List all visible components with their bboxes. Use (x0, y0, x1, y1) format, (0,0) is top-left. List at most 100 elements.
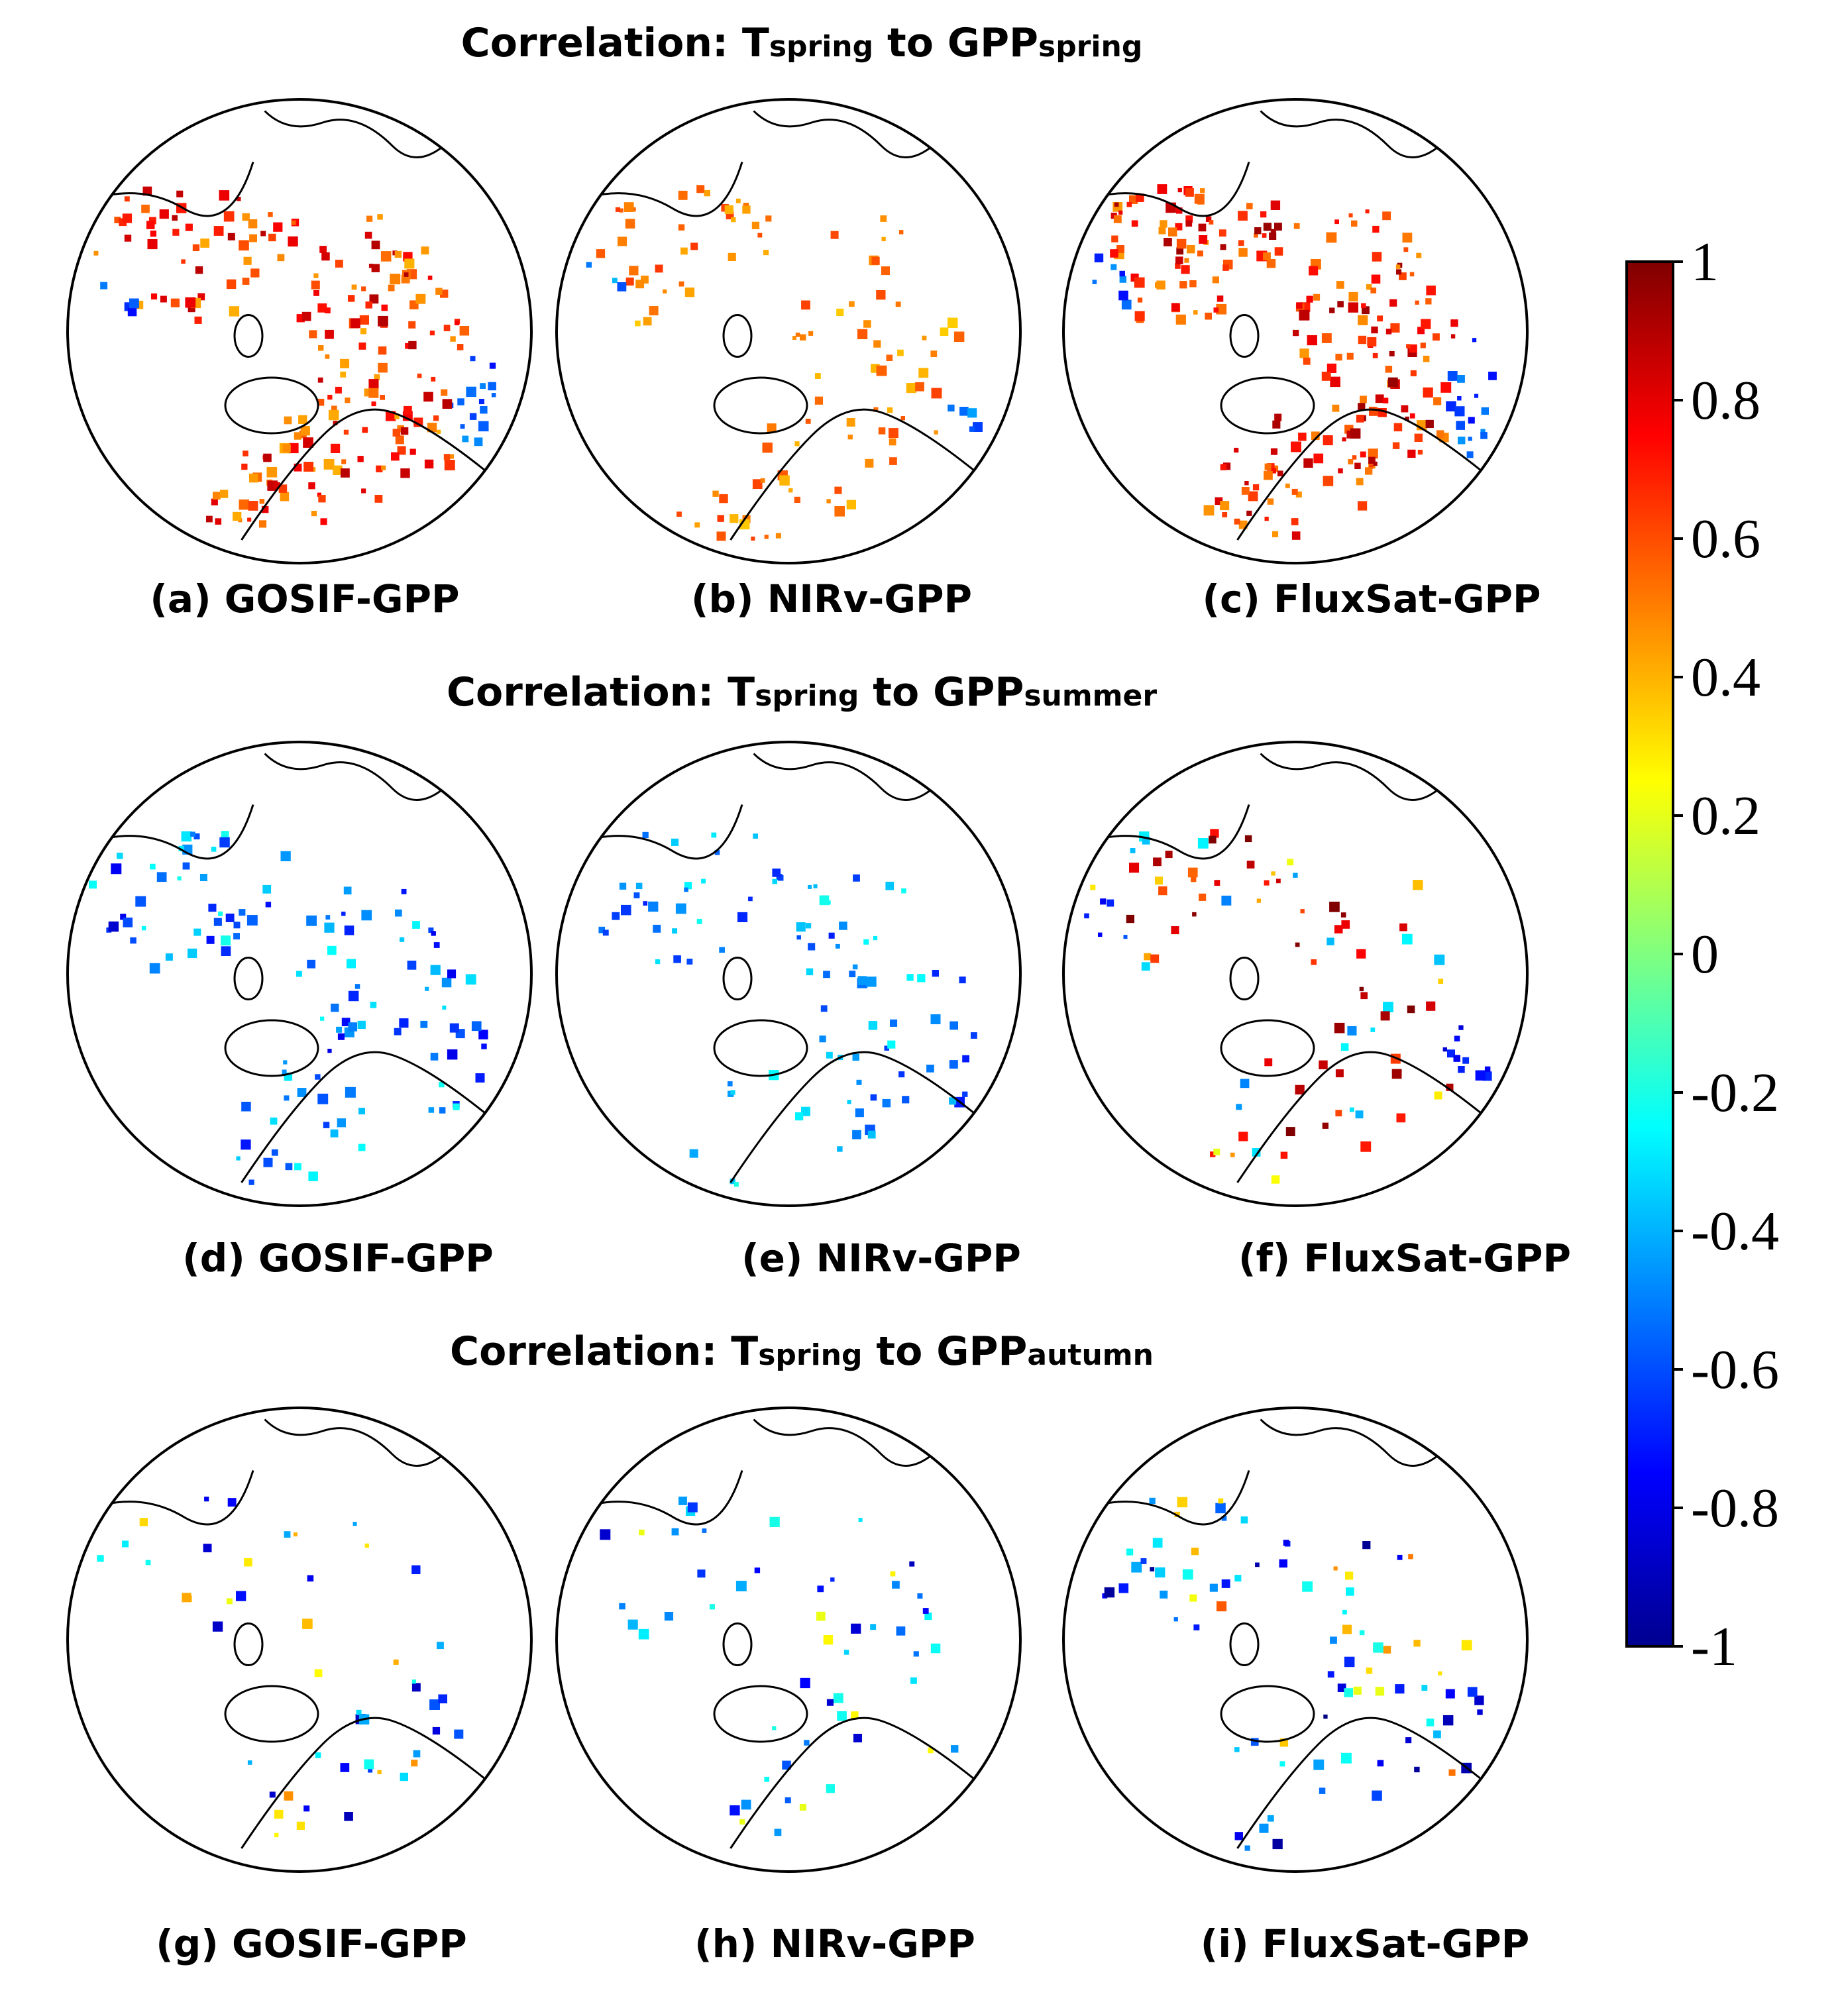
correlation-pixel (1236, 1104, 1242, 1110)
correlation-pixel (430, 965, 441, 975)
map-pixels (93, 186, 496, 528)
correlation-pixel (1375, 1687, 1385, 1696)
correlation-pixel (1359, 1630, 1365, 1636)
correlation-pixel (1393, 423, 1403, 432)
correlation-pixel (1348, 213, 1353, 218)
correlation-pixel (1362, 306, 1370, 315)
correlation-pixel (430, 1053, 439, 1061)
correlation-pixel (141, 926, 146, 931)
correlation-pixel (1342, 1624, 1352, 1634)
correlation-pixel (866, 977, 877, 987)
correlation-pixel (1327, 363, 1336, 373)
correlation-pixel (401, 274, 410, 284)
correlation-pixel (896, 1626, 906, 1636)
correlation-pixel (1344, 1656, 1355, 1668)
correlation-pixel (317, 303, 327, 313)
correlation-pixel (918, 368, 929, 378)
correlation-pixel (1134, 311, 1145, 321)
correlation-pixel (1113, 215, 1122, 223)
correlation-pixel (1358, 403, 1366, 411)
correlation-pixel (752, 479, 763, 489)
correlation-pixel (1142, 836, 1150, 845)
correlation-pixel (741, 1799, 751, 1810)
correlation-pixel (1209, 835, 1217, 844)
correlation-pixel (300, 426, 310, 436)
greenland-outline (224, 1019, 319, 1077)
correlation-pixel (491, 393, 496, 398)
map-panel-b (555, 98, 1022, 564)
correlation-pixel (1329, 307, 1335, 313)
correlation-pixel (969, 426, 975, 432)
arctic-island-outline (722, 314, 753, 358)
correlation-pixel (378, 362, 388, 373)
correlation-pixel (1121, 299, 1132, 310)
correlation-pixel (120, 914, 127, 920)
correlation-pixel (684, 288, 695, 297)
correlation-pixel (1176, 247, 1184, 255)
correlation-pixel (1395, 264, 1401, 269)
correlation-pixel (763, 250, 769, 256)
correlation-pixel (474, 437, 483, 447)
correlation-pixel (1474, 394, 1479, 398)
correlation-pixel (868, 1021, 878, 1030)
map-pixels (89, 831, 488, 1185)
colorbar-gradient (1625, 260, 1674, 1648)
correlation-pixel (686, 959, 693, 965)
correlation-pixel (926, 1065, 934, 1073)
correlation-pixel (241, 1140, 251, 1150)
correlation-pixel (1285, 1127, 1295, 1136)
correlation-pixel (1189, 280, 1197, 288)
correlation-pixel (1332, 404, 1340, 412)
correlation-pixel (760, 478, 765, 483)
correlation-pixel (863, 939, 869, 945)
correlation-pixel (890, 1571, 896, 1577)
correlation-pixel (407, 961, 417, 970)
correlation-pixel (1322, 1122, 1328, 1129)
correlation-pixel (357, 456, 364, 462)
panel-label-g: (g) GOSIF-GPP (156, 1921, 467, 1966)
correlation-pixel (678, 281, 684, 287)
coastline (1074, 110, 1482, 541)
greenland-outline (713, 376, 808, 435)
correlation-pixel (457, 344, 464, 350)
correlation-pixel (193, 928, 201, 936)
correlation-pixel (368, 264, 374, 268)
correlation-pixel (335, 386, 342, 394)
correlation-pixel (400, 468, 410, 478)
correlation-pixel (814, 373, 821, 379)
correlation-pixel (851, 1711, 859, 1719)
correlation-pixel (1380, 1011, 1390, 1021)
correlation-pixel (971, 1032, 977, 1039)
correlation-pixel (949, 1021, 958, 1030)
correlation-pixel (1330, 1636, 1337, 1644)
correlation-pixel (1426, 1001, 1436, 1011)
correlation-pixel (114, 217, 121, 223)
correlation-pixel (146, 221, 155, 229)
correlation-pixel (170, 298, 180, 307)
correlation-pixel (260, 231, 266, 237)
correlation-pixel (1340, 1752, 1352, 1764)
correlation-pixel (739, 1819, 745, 1825)
correlation-pixel (1426, 1719, 1435, 1726)
correlation-pixel (1382, 211, 1391, 221)
correlation-pixel (469, 413, 477, 420)
correlation-pixel (270, 1117, 278, 1125)
correlation-pixel (800, 334, 806, 341)
correlation-pixel (677, 511, 682, 517)
correlation-pixel (1156, 280, 1165, 290)
correlation-pixel (1321, 372, 1331, 381)
correlation-pixel (689, 1149, 698, 1158)
panel-label-h: (h) NIRv-GPP (694, 1921, 975, 1966)
correlation-pixel (399, 1018, 409, 1028)
correlation-pixel (263, 453, 272, 462)
correlation-pixel (213, 226, 224, 236)
correlation-pixel (617, 282, 627, 292)
correlation-pixel (704, 189, 710, 197)
map-pixels (1102, 1497, 1484, 1851)
correlation-pixel (772, 869, 781, 877)
correlation-pixel (431, 931, 436, 936)
correlation-pixel (221, 831, 229, 839)
correlation-pixel (303, 1805, 310, 1812)
correlation-pixel (1184, 258, 1189, 263)
correlation-pixel (1300, 909, 1305, 914)
